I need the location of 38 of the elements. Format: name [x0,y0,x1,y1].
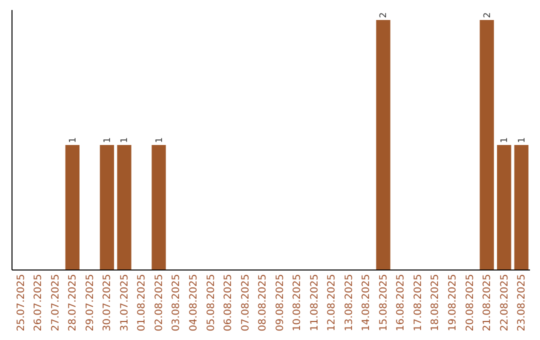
x-tick-label: 22.08.2025 [499,274,510,332]
x-tick-label: 04.08.2025 [188,274,200,332]
x-tick-label: 12.08.2025 [326,274,338,332]
x-tick-label: 10.08.2025 [292,274,304,332]
data-label: 1 [154,137,165,143]
data-label: 1 [120,137,130,143]
x-tick-label: 19.08.2025 [448,274,458,332]
data-label: 2 [482,12,493,18]
x-tick-label: 30.07.2025 [102,274,114,332]
data-label: 1 [500,137,510,143]
x-tick-label: 20.08.2025 [464,274,476,332]
x-tick-label: 11.08.2025 [309,274,320,332]
x-tick-label: 09.08.2025 [274,274,286,332]
x-tick-label: 28.07.2025 [68,274,79,332]
x-tick-label: 23.08.2025 [516,274,528,332]
x-tick-label: 14.08.2025 [361,274,372,332]
data-label: 1 [517,137,528,143]
x-tick-label: 03.08.2025 [171,274,182,332]
x-tick-label: 21.08.2025 [482,274,494,332]
x-tick-label: 05.08.2025 [206,274,217,332]
data-label: 1 [102,137,113,143]
x-tick-label: 18.08.2025 [430,274,442,332]
x-tick-label: 06.08.2025 [223,274,234,332]
x-tick-label: 31.07.2025 [119,274,130,332]
x-tick-label: 01.08.2025 [136,274,148,332]
x-tick-label: 27.07.2025 [50,274,62,332]
data-label: 2 [379,12,390,18]
x-tick-label: 02.08.2025 [154,274,165,332]
x-tick-label: 17.08.2025 [412,274,424,332]
x-tick-label: 26.07.2025 [33,274,44,332]
x-tick-label: 13.08.2025 [344,274,355,332]
x-tick-label: 29.07.2025 [84,274,96,332]
data-label: 1 [68,137,78,143]
x-tick-label: 25.07.2025 [16,274,27,332]
x-tick-label: 16.08.2025 [396,274,407,332]
x-tick-label: 08.08.2025 [258,274,269,332]
x-tick-label: 15.08.2025 [378,274,390,332]
x-tick-label: 07.08.2025 [240,274,252,332]
